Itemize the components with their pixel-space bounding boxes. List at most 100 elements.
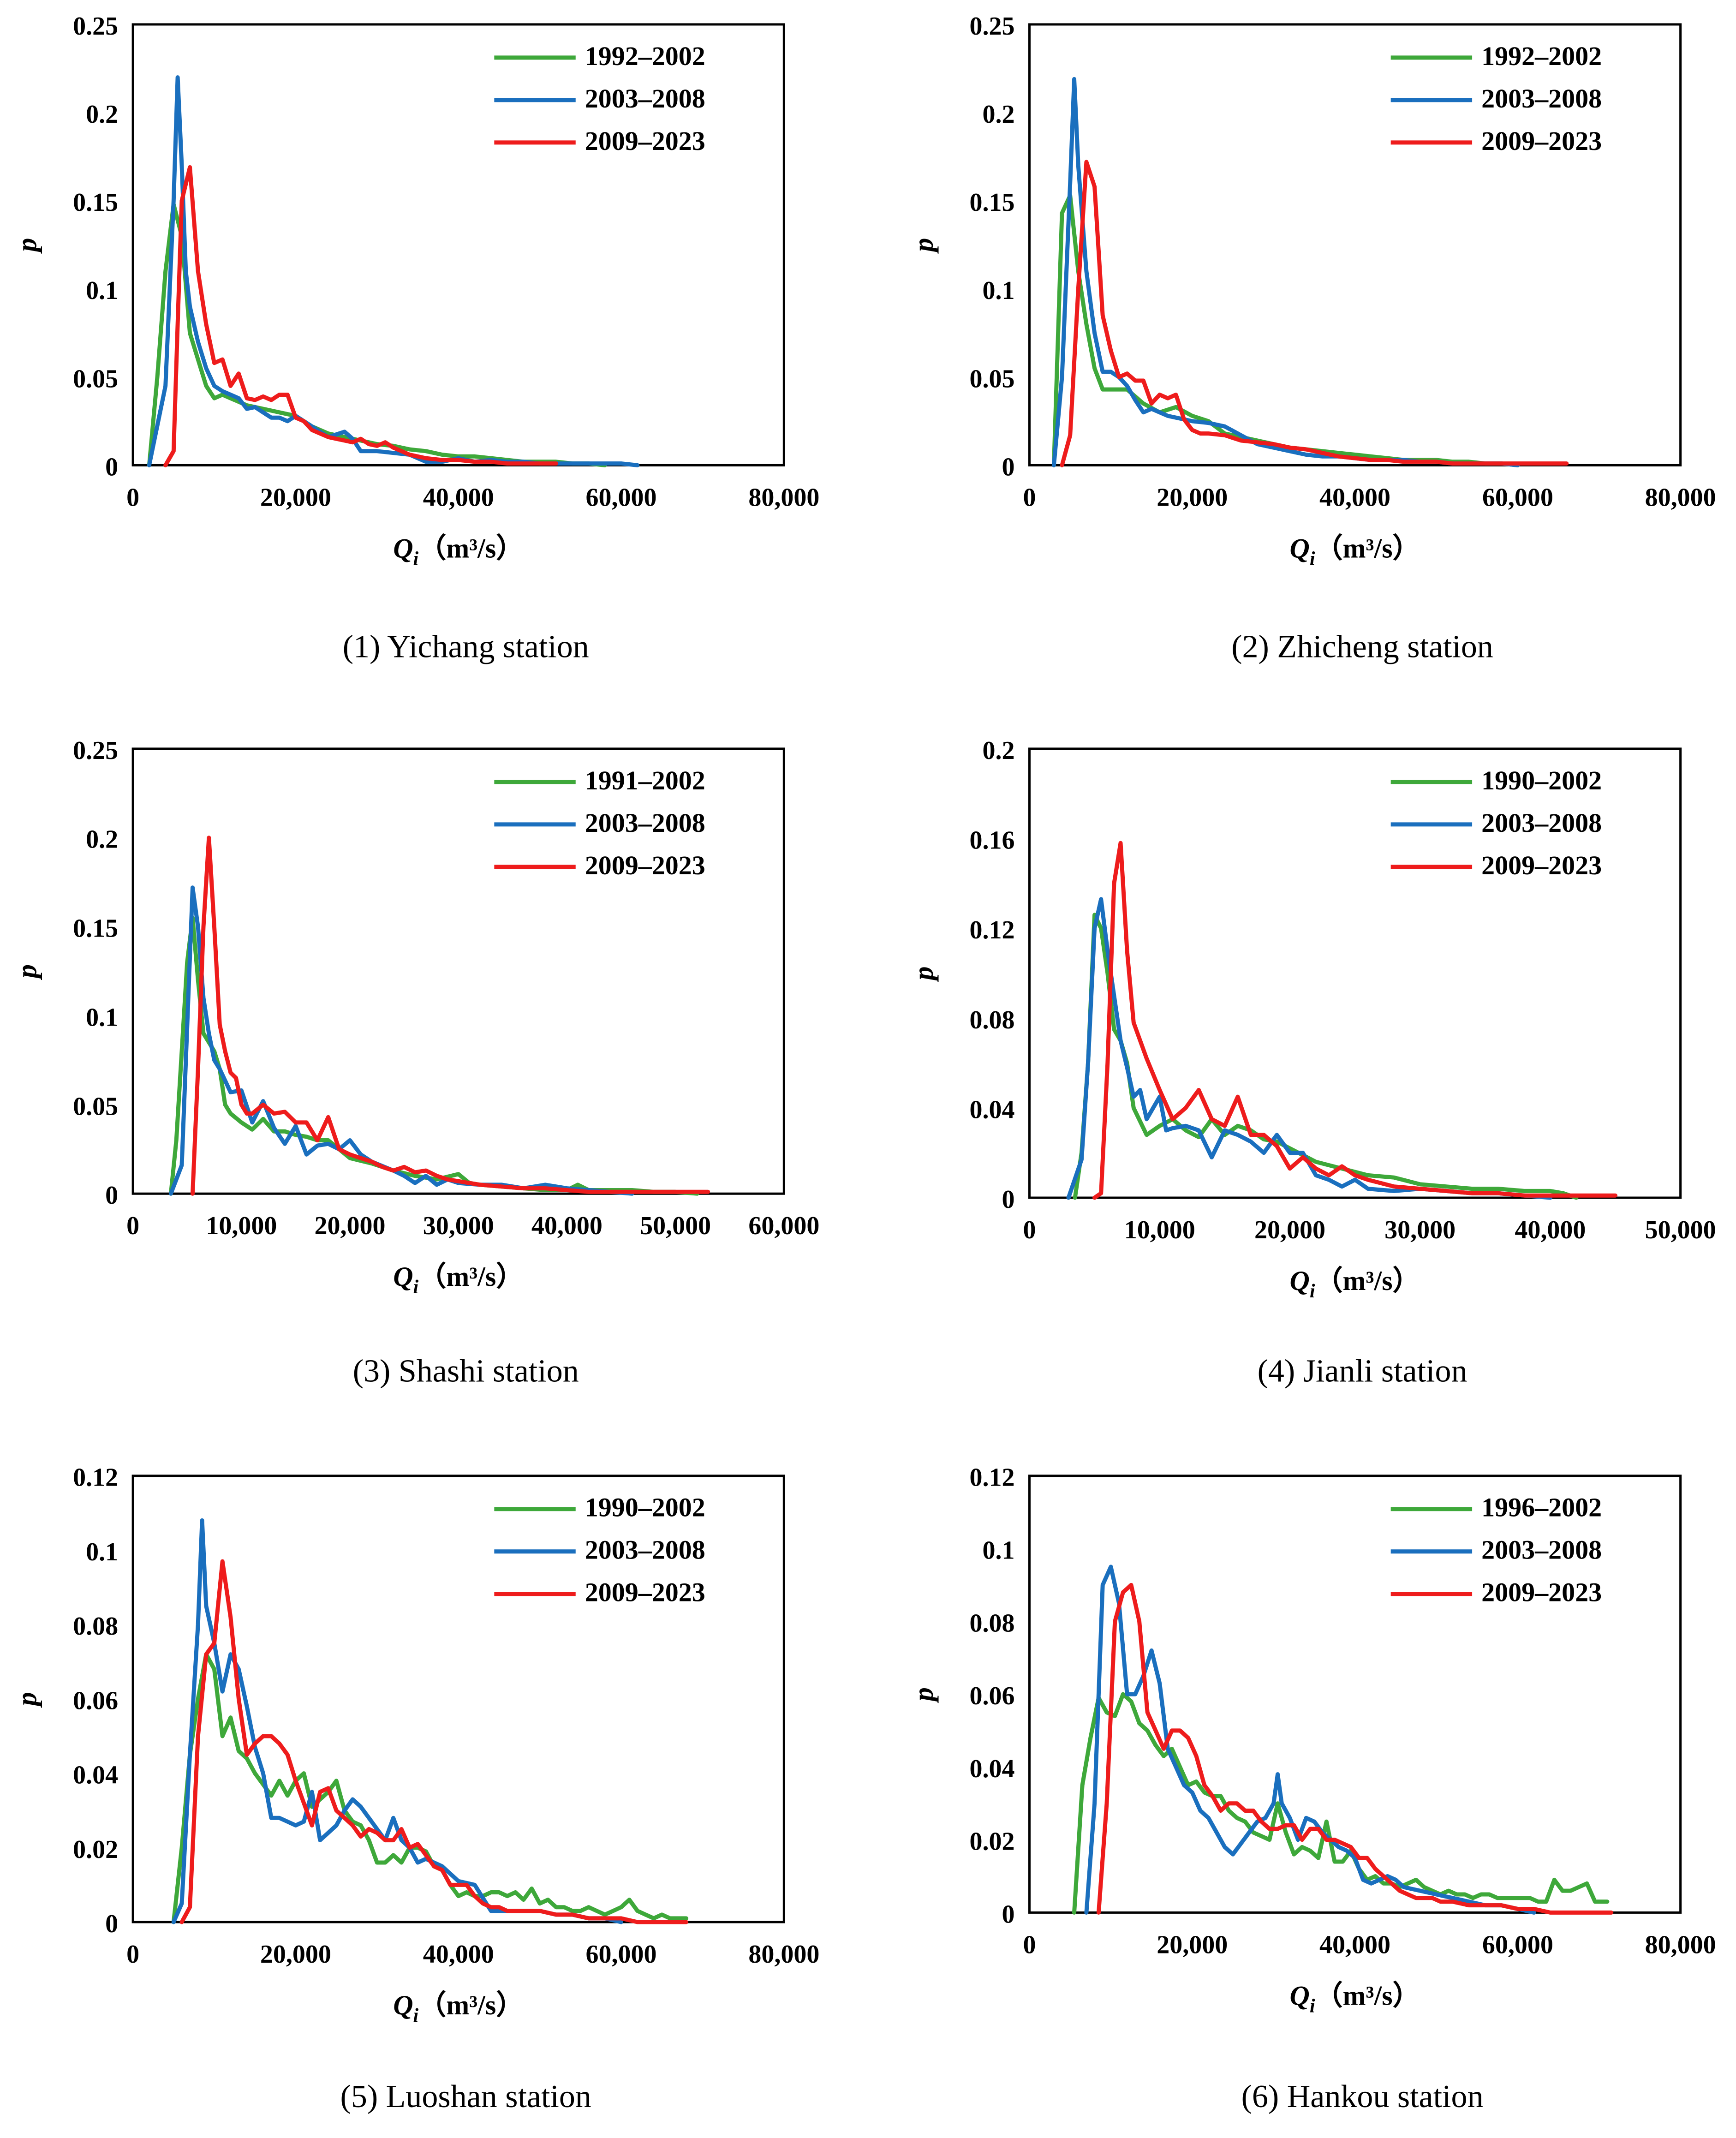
series-line-2009–2023 xyxy=(163,165,558,467)
x-axis-label-unit: （m³/s） xyxy=(1315,1265,1420,1296)
x-tick-label: 0 xyxy=(1023,1930,1036,1959)
y-tick-label: 0.2 xyxy=(86,825,118,854)
x-axis-label-unit: （m³/s） xyxy=(418,532,524,563)
y-tick-label: 0.1 xyxy=(86,1538,118,1566)
x-tick-label: 60,000 xyxy=(1482,483,1553,512)
y-tick-label: 0 xyxy=(105,453,118,481)
x-tick-label: 20,000 xyxy=(1157,483,1228,512)
legend-label-3: 2009–2023 xyxy=(585,1577,705,1607)
y-tick-label: 0.1 xyxy=(86,1003,118,1032)
y-tick-label: 0.1 xyxy=(86,276,118,305)
chart-panel-1: 0 0.05 0.1 0.15 0.2 0.25 0 20,000 40,000 60,000 80… xyxy=(12,12,819,664)
y-tick-label: 0.2 xyxy=(86,100,118,129)
chart-caption: (6) Hankou station xyxy=(1241,2079,1484,2114)
y-tick-label: 0.08 xyxy=(969,1006,1014,1034)
x-axis-label: Qi（m³/s） xyxy=(393,1261,524,1298)
y-tick-label: 0.05 xyxy=(73,1092,118,1121)
legend-label-3: 2009–2023 xyxy=(1481,850,1602,880)
series-line-2003–2008 xyxy=(147,75,640,467)
legend-label-3: 2009–2023 xyxy=(1481,1577,1602,1607)
x-tick-label: 60,000 xyxy=(586,483,657,512)
chart-caption: (3) Shashi station xyxy=(353,1353,579,1389)
plot-frame xyxy=(1028,23,1682,466)
chart-panel-4: 0 0.04 0.08 0.12 0.16 0.2 0 10,000 20,000 30,000 4… xyxy=(908,736,1716,1389)
y-tick-label: 0.15 xyxy=(73,188,118,217)
x-axis-label: Qi（m³/s） xyxy=(393,532,524,569)
series-line-2009–2023 xyxy=(1092,841,1617,1200)
x-axis-label-symbol: Q xyxy=(1290,533,1310,563)
chart-caption: (4) Jianli station xyxy=(1258,1353,1468,1389)
x-axis-label-symbol: Q xyxy=(393,1261,413,1292)
legend-label-2: 2003–2008 xyxy=(1481,84,1602,113)
x-tick-label: 10,000 xyxy=(206,1212,277,1240)
series-line-2009–2023 xyxy=(191,836,710,1196)
series-line-2009–2023 xyxy=(1060,160,1569,467)
x-tick-label: 0 xyxy=(126,1940,139,1969)
series-line-2003–2008 xyxy=(1066,897,1552,1200)
plot-frame xyxy=(131,747,785,1195)
x-axis-label-unit: （m³/s） xyxy=(1315,1980,1420,2011)
y-tick-label: 0.08 xyxy=(73,1612,118,1641)
x-axis-label-subscript: i xyxy=(1310,548,1315,569)
chart-panel-6: 0 0.02 0.04 0.06 0.08 0.1 0.12 0 20,000 40,000 60,… xyxy=(908,1463,1716,2115)
y-tick-label: 0.06 xyxy=(73,1686,118,1715)
y-tick-label: 0.02 xyxy=(969,1827,1014,1856)
y-tick-label: 0.15 xyxy=(969,188,1014,217)
series-line-2003–2008 xyxy=(1084,1565,1536,1915)
series-line-1992–2002 xyxy=(147,202,607,467)
x-tick-label: 80,000 xyxy=(748,483,819,512)
y-axis-label: p xyxy=(908,966,938,982)
x-tick-label: 40,000 xyxy=(1319,1930,1390,1959)
x-tick-label: 60,000 xyxy=(586,1940,657,1969)
legend-label-2: 2003–2008 xyxy=(1481,1535,1602,1565)
legend-label-2: 2003–2008 xyxy=(585,808,705,838)
x-axis-label-subscript: i xyxy=(413,1277,419,1298)
y-tick-label: 0.2 xyxy=(982,100,1014,129)
series-line-1990–2002 xyxy=(1073,913,1579,1200)
series-line-2003–2008 xyxy=(168,885,634,1196)
x-tick-label: 0 xyxy=(126,483,139,512)
x-axis-label-subscript: i xyxy=(1310,1995,1315,2017)
y-axis-label: p xyxy=(12,964,42,980)
legend-label-3: 2009–2023 xyxy=(585,126,705,156)
legend-label-1: 1992–2002 xyxy=(585,41,705,71)
x-axis-label-symbol: Q xyxy=(393,533,413,563)
series-line-1992–2002 xyxy=(1051,193,1520,467)
chart-caption: (2) Zhicheng station xyxy=(1231,629,1493,664)
x-axis-label-unit: （m³/s） xyxy=(418,1261,524,1292)
series-line-1996–2002 xyxy=(1072,1692,1610,1915)
y-tick-label: 0.1 xyxy=(982,276,1014,305)
y-axis-label: p xyxy=(12,238,42,254)
y-tick-label: 0 xyxy=(1002,1185,1014,1214)
series-line-2009–2023 xyxy=(179,1559,689,1924)
x-tick-label: 80,000 xyxy=(748,1940,819,1969)
x-tick-label: 40,000 xyxy=(1319,483,1390,512)
y-tick-label: 0.12 xyxy=(73,1463,118,1492)
series-line-2009–2023 xyxy=(1096,1583,1614,1915)
x-tick-label: 20,000 xyxy=(1157,1930,1228,1959)
y-tick-label: 0.2 xyxy=(982,736,1014,765)
x-tick-label: 20,000 xyxy=(315,1212,386,1240)
plot-frame xyxy=(131,23,785,466)
chart-caption: (5) Luoshan station xyxy=(340,2079,591,2114)
chart-caption: (1) Yichang station xyxy=(343,629,589,664)
y-tick-label: 0 xyxy=(105,1910,118,1938)
legend-label-1: 1990–2002 xyxy=(585,1493,705,1523)
x-axis-label-symbol: Q xyxy=(1290,1266,1310,1296)
y-tick-label: 0.02 xyxy=(73,1835,118,1864)
x-tick-label: 0 xyxy=(126,1212,139,1240)
series-line-2003–2008 xyxy=(171,1518,623,1924)
x-axis-label: Qi（m³/s） xyxy=(1290,532,1420,569)
y-tick-label: 0.06 xyxy=(969,1682,1014,1710)
y-tick-label: 0.04 xyxy=(969,1095,1014,1124)
x-tick-label: 40,000 xyxy=(1515,1216,1586,1244)
x-tick-label: 10,000 xyxy=(1124,1216,1195,1244)
y-tick-label: 0.1 xyxy=(982,1536,1014,1565)
x-tick-label: 30,000 xyxy=(423,1212,494,1240)
y-tick-label: 0 xyxy=(1002,453,1014,481)
y-tick-label: 0.15 xyxy=(73,914,118,943)
plot-frame xyxy=(131,1475,785,1923)
legend-label-3: 2009–2023 xyxy=(585,850,705,880)
legend-label-1: 1996–2002 xyxy=(1481,1493,1602,1523)
